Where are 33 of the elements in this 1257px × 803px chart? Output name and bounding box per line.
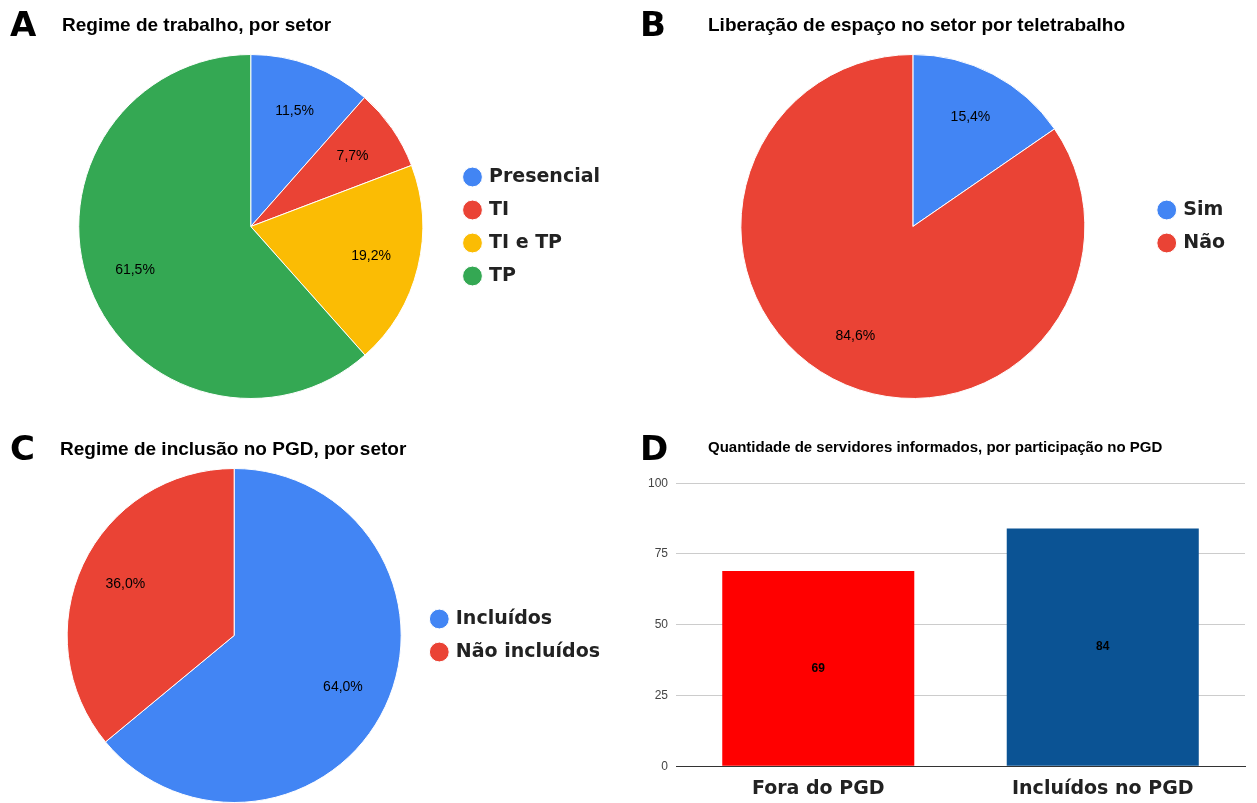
chart-title: Regime de trabalho, por setor: [62, 14, 332, 36]
legend-label: Presencial: [488, 163, 600, 186]
text: D: [640, 428, 669, 468]
data-label: 69: [811, 660, 826, 675]
text: B: [640, 4, 666, 44]
y-tick-label: 0: [661, 758, 669, 773]
data-label: 36,0%: [105, 575, 146, 592]
legend-label: Sim: [1183, 196, 1224, 219]
legend-label: TI: [488, 196, 510, 219]
chart-title: Quantidade de servidores informados, por participação no PGD: [708, 438, 1163, 455]
data-label: 64,0%: [323, 677, 363, 694]
y-tick-label: 75: [654, 546, 669, 561]
legend-label: Não: [1183, 229, 1226, 252]
chart-title: Liberação de espaço no setor por teletrabalho: [708, 14, 1126, 36]
y-tick-label: 100: [647, 475, 669, 490]
data-label: 11,5%: [275, 101, 314, 118]
data-label: 19,2%: [351, 246, 391, 263]
data-label: 7,7%: [336, 146, 369, 163]
y-tick-label: 50: [654, 617, 669, 632]
legend-label: Incluídos: [455, 605, 553, 628]
y-tick-label: 25: [654, 687, 669, 702]
text: A: [10, 4, 37, 44]
data-label: 84,6%: [835, 326, 876, 343]
chart-title: Regime de inclusão no PGD, por setor: [60, 438, 407, 460]
legend-label: TI e TP: [488, 229, 563, 252]
data-label: 15,4%: [950, 107, 991, 124]
legend-label: Não incluídos: [455, 638, 601, 661]
legend-label: TP: [488, 262, 516, 285]
x-tick-label: Fora do PGD: [751, 775, 885, 798]
x-tick-label: Incluídos no PGD: [1012, 775, 1194, 798]
data-label: 84: [1096, 639, 1110, 654]
data-label: 61,5%: [115, 261, 155, 278]
text: C: [10, 428, 35, 468]
